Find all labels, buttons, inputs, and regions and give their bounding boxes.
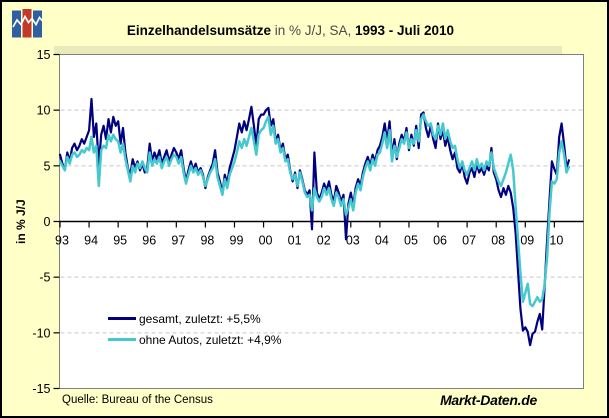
y-tick-label: -10 (32, 326, 50, 340)
x-tick-label: 00 (259, 234, 273, 248)
watermark: Markt-Daten.de (440, 392, 537, 408)
y-tick-label: -5 (39, 271, 50, 285)
chart-title: Einzelhandelsumsätze in % J/J, SA, 1993 … (2, 23, 593, 38)
series-line-ohne-autos (58, 113, 571, 308)
legend-label-ohne-autos: ohne Autos, zuletzt: +4,9% (139, 332, 282, 347)
legend-item-gesamt: gesamt, zuletzt: +5,5% (108, 308, 281, 329)
x-tick-label: 94 (84, 234, 98, 248)
x-tick-label: 08 (491, 234, 505, 248)
logo-bar-right (33, 10, 42, 38)
x-tick-label: 10 (549, 234, 563, 248)
legend-line-gesamt (108, 317, 136, 320)
legend-line-ohne-autos (108, 338, 136, 341)
x-tick-label: 02 (317, 234, 331, 248)
y-tick-label: -15 (32, 382, 50, 396)
x-tick-label: 06 (433, 234, 447, 248)
x-tick-label: 97 (171, 234, 185, 248)
x-tick-label: 03 (346, 234, 360, 248)
x-tick-label: 07 (462, 234, 476, 248)
plot-area-shadow (54, 46, 562, 54)
chart-title-units: in % J/J, SA, (270, 23, 355, 38)
x-tick-label: 04 (375, 234, 389, 248)
y-tick-label: 15 (37, 48, 51, 62)
x-tick-label: 96 (142, 234, 156, 248)
y-tick-label: 5 (44, 159, 51, 173)
x-tick-label: 99 (230, 234, 244, 248)
x-tick-label: 95 (113, 234, 127, 248)
source-note: Quelle: Bureau of the Census (62, 394, 213, 406)
series-line-gesamt (58, 97, 571, 347)
x-tick-label: 05 (404, 234, 418, 248)
logo-bar-middle (22, 9, 32, 38)
x-tick-label: 01 (288, 234, 302, 248)
legend-label-gesamt: gesamt, zuletzt: +5,5% (139, 311, 261, 326)
x-tick-label: 09 (520, 234, 534, 248)
markt-daten-logo (12, 9, 44, 38)
y-tick-label: 0 (44, 215, 51, 229)
legend-item-ohne-autos: ohne Autos, zuletzt: +4,9% (108, 329, 281, 350)
logo-bar-left (12, 10, 21, 38)
chart-title-period: 1993 - Juli 2010 (355, 23, 455, 38)
legend: gesamt, zuletzt: +5,5% ohne Autos, zulet… (108, 308, 281, 350)
x-tick-label: 98 (200, 234, 214, 248)
x-tick-label: 93 (55, 234, 69, 248)
chart-title-main: Einzelhandelsumsätze (126, 23, 271, 38)
y-tick-label: 10 (37, 104, 51, 118)
logo-zigzag-line (12, 14, 44, 28)
